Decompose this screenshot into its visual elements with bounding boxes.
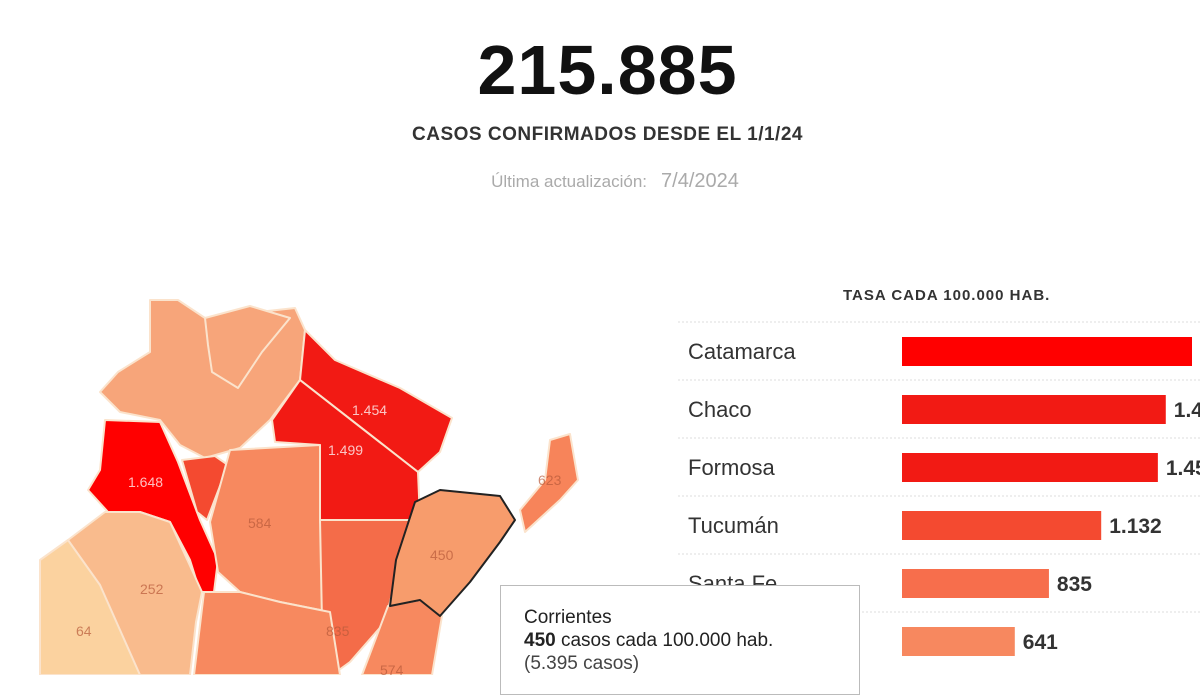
bar-category-label: Chaco: [688, 397, 752, 422]
bar-formosa: [902, 453, 1158, 482]
last-updated-date: 7/4/2024: [661, 170, 739, 192]
bar-category-label: Catamarca: [688, 339, 796, 364]
province-la-rioja[interactable]: [67, 511, 203, 675]
tooltip-cases: (5.395 casos): [524, 653, 640, 674]
tooltip-rate: 450 casos cada 100.000 hab.: [524, 629, 859, 652]
cases-subtitle: CASOS CONFIRMADOS DESDE EL 1/1/24: [412, 124, 803, 145]
map-label-santiago: 584: [248, 515, 272, 531]
bar-value-label: 641: [1023, 631, 1058, 654]
rate-bar-chart: Catamarca1.648Chaco1.499Formosa1.454Tucu…: [678, 321, 1200, 656]
map-label-chaco: 1.499: [328, 442, 363, 458]
map-label-entre-rios: 574: [380, 662, 404, 675]
province-jujuy[interactable]: [204, 305, 291, 389]
province-cordoba[interactable]: [193, 591, 341, 675]
last-updated-label: Última actualización:: [491, 172, 648, 191]
total-cases: 215.885: [477, 31, 738, 109]
map-label-catamarca: 1.648: [128, 474, 163, 490]
map-label-santa-fe: 835: [326, 623, 350, 639]
bar-value-label: 1.454: [1166, 457, 1200, 480]
bar-chaco: [902, 395, 1166, 424]
map-label-san-juan: 64: [76, 623, 92, 639]
province-san-juan[interactable]: [39, 539, 141, 675]
province-map: 1.454 1.499 1.648 584 623 450 252 64 835…: [39, 299, 579, 675]
chart-title: TASA CADA 100.000 HAB.: [843, 287, 1051, 304]
province-misiones[interactable]: [519, 433, 579, 533]
bar-value-label: 1.499: [1174, 399, 1200, 422]
map-label-corrientes: 450: [430, 547, 454, 563]
bar-category-label: Formosa: [688, 455, 776, 480]
bar-tucumán: [902, 511, 1102, 540]
tooltip-rate-text: casos cada 100.000 hab.: [560, 630, 774, 651]
last-updated: Última actualización: 7/4/2024: [0, 170, 1200, 193]
province-tooltip: Corrientes 450 casos cada 100.000 hab. (…: [500, 585, 860, 695]
bar-row-5: [902, 627, 1015, 656]
map-label-formosa: 1.454: [352, 402, 387, 418]
bar-santa-fe: [902, 569, 1049, 598]
tooltip-rate-value: 450: [524, 630, 556, 651]
bar-catamarca: [902, 337, 1192, 366]
bar-value-label: 1.132: [1109, 515, 1162, 538]
province-corrientes[interactable]: [389, 489, 516, 617]
map-label-misiones: 623: [538, 472, 562, 488]
bar-category-label: Tucumán: [688, 513, 779, 538]
tooltip-province: Corrientes: [524, 607, 612, 628]
bar-value-label: 835: [1057, 573, 1092, 596]
map-label-la-rioja: 252: [140, 581, 164, 597]
